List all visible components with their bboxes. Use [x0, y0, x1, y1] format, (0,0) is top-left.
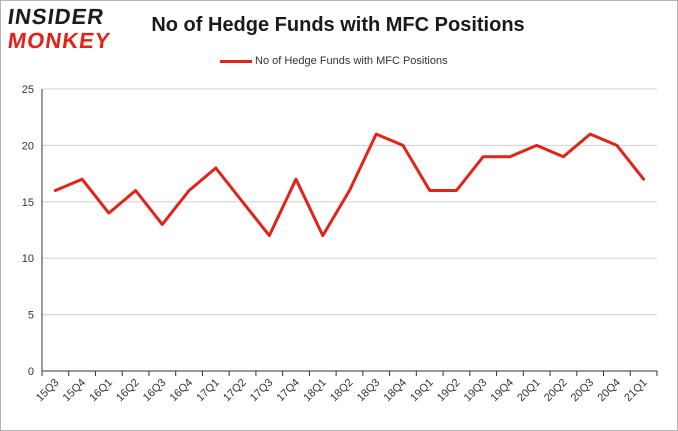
x-tick-label: 20Q2 [542, 377, 570, 405]
x-tick-label: 21Q1 [622, 377, 650, 405]
y-tick-label: 15 [22, 197, 34, 209]
x-tick-label: 18Q2 [328, 377, 356, 405]
x-tick-label: 19Q1 [408, 377, 436, 405]
y-tick-label: 0 [28, 366, 34, 378]
y-tick-label: 25 [22, 84, 34, 96]
x-tick-label: 19Q2 [435, 377, 463, 405]
x-tick-label: 16Q1 [87, 377, 115, 405]
legend-label: No of Hedge Funds with MFC Positions [255, 55, 448, 67]
legend-swatch [220, 59, 252, 63]
series-line [53, 132, 646, 238]
chart-title: No of Hedge Funds with MFC Positions [151, 14, 525, 36]
x-tick-label: 18Q3 [355, 377, 383, 405]
x-tick-label: 20Q3 [569, 377, 597, 405]
x-tick-label: 20Q1 [515, 377, 543, 405]
x-tick-label: 16Q2 [114, 377, 142, 405]
x-tick-label: 18Q1 [301, 377, 329, 405]
y-tick-label: 20 [22, 140, 34, 152]
x-tick-label: 17Q2 [221, 377, 249, 405]
x-tick-label: 16Q4 [168, 377, 196, 405]
y-tick-label: 10 [22, 253, 34, 265]
x-tick-label: 18Q4 [382, 377, 410, 405]
x-tick-label: 17Q1 [194, 377, 222, 405]
x-tick-label: 19Q4 [489, 377, 517, 405]
x-tick-label: 20Q4 [595, 377, 623, 405]
x-tick-label: 16Q3 [141, 377, 169, 405]
legend: No of Hedge Funds with MFC Positions [220, 55, 448, 67]
x-tick-label: 15Q3 [34, 377, 62, 405]
y-tick-label: 5 [28, 310, 34, 322]
x-tick-label: 17Q3 [248, 377, 276, 405]
x-tick-label: 17Q4 [275, 377, 303, 405]
x-tick-label: 15Q4 [61, 377, 89, 405]
x-tick-label: 19Q3 [462, 377, 490, 405]
